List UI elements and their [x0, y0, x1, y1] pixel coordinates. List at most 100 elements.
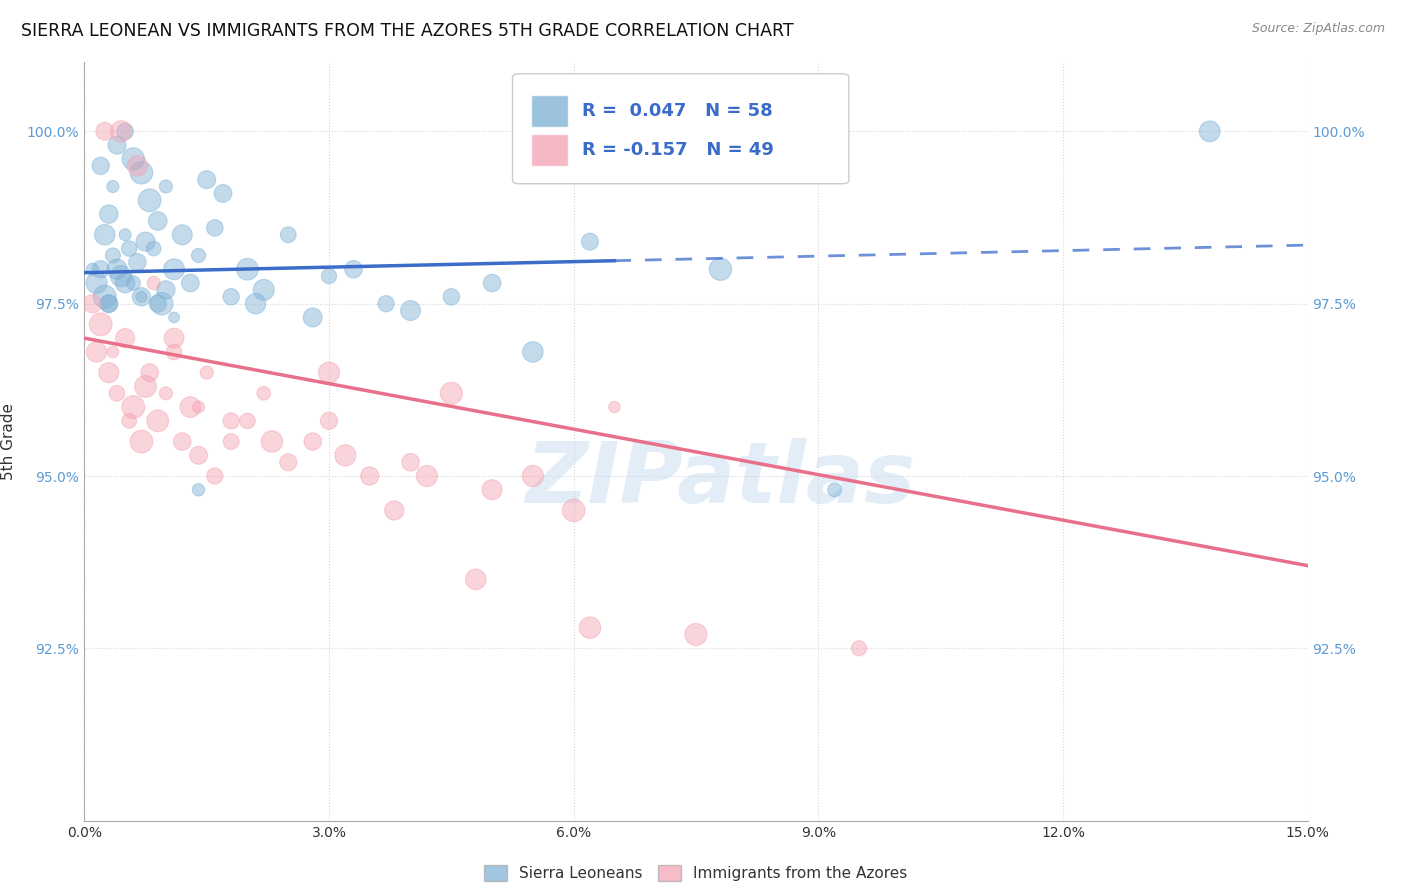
Point	[440, 386, 463, 401]
FancyBboxPatch shape	[513, 74, 849, 184]
Point	[142, 242, 165, 256]
Point	[342, 262, 364, 277]
Text: R = -0.157   N = 49: R = -0.157 N = 49	[582, 142, 775, 160]
Point	[155, 386, 177, 401]
Point	[114, 276, 136, 290]
Point	[318, 269, 340, 284]
Point	[359, 469, 381, 483]
Point	[709, 262, 731, 277]
Point	[105, 262, 128, 277]
Point	[416, 469, 439, 483]
Point	[86, 276, 108, 290]
Point	[127, 255, 149, 269]
Point	[146, 296, 169, 310]
Bar	[531, 135, 568, 166]
Point	[114, 124, 136, 138]
Point	[163, 345, 186, 359]
Point	[603, 400, 626, 414]
Point	[440, 290, 463, 304]
Point	[135, 235, 157, 249]
Point	[82, 262, 104, 277]
Point	[97, 296, 120, 310]
Point	[579, 621, 602, 635]
Point	[122, 152, 145, 166]
Point	[110, 124, 132, 138]
Point	[318, 366, 340, 380]
Point	[163, 310, 186, 325]
Point	[101, 248, 124, 262]
Point	[101, 345, 124, 359]
Point	[179, 400, 201, 414]
Point	[848, 641, 870, 656]
Text: R =  0.047   N = 58: R = 0.047 N = 58	[582, 102, 773, 120]
Point	[172, 227, 194, 242]
Point	[212, 186, 235, 201]
Point	[135, 379, 157, 393]
Point	[253, 386, 276, 401]
Point	[138, 366, 160, 380]
Point	[101, 179, 124, 194]
Point	[131, 290, 153, 304]
Point	[163, 331, 186, 345]
Point	[522, 469, 544, 483]
Point	[187, 483, 209, 497]
Point	[236, 414, 259, 428]
Point	[219, 434, 242, 449]
Legend: Sierra Leoneans, Immigrants from the Azores: Sierra Leoneans, Immigrants from the Azo…	[477, 857, 915, 888]
Point	[335, 448, 357, 462]
Point	[93, 290, 115, 304]
Point	[93, 124, 115, 138]
Point	[824, 483, 846, 497]
Point	[464, 573, 486, 587]
Point	[90, 318, 112, 332]
Y-axis label: 5th Grade: 5th Grade	[1, 403, 15, 480]
Point	[204, 469, 226, 483]
Point	[1198, 124, 1220, 138]
Point	[318, 414, 340, 428]
Point	[382, 503, 405, 517]
Point	[97, 207, 120, 221]
Point	[131, 290, 153, 304]
Point	[481, 276, 503, 290]
Point	[150, 296, 173, 310]
Point	[146, 414, 169, 428]
Point	[187, 248, 209, 262]
Point	[131, 166, 153, 180]
Point	[172, 434, 194, 449]
Point	[219, 290, 242, 304]
Point	[97, 366, 120, 380]
Point	[82, 296, 104, 310]
Point	[138, 194, 160, 208]
Point	[163, 262, 186, 277]
Point	[90, 159, 112, 173]
Point	[579, 235, 602, 249]
Point	[86, 345, 108, 359]
Point	[277, 455, 299, 469]
Point	[245, 296, 267, 310]
Point	[127, 159, 149, 173]
Bar	[531, 95, 568, 127]
Point	[155, 179, 177, 194]
Point	[277, 227, 299, 242]
Point	[114, 227, 136, 242]
Point	[399, 455, 422, 469]
Point	[93, 227, 115, 242]
Point	[481, 483, 503, 497]
Point	[260, 434, 283, 449]
Text: SIERRA LEONEAN VS IMMIGRANTS FROM THE AZORES 5TH GRADE CORRELATION CHART: SIERRA LEONEAN VS IMMIGRANTS FROM THE AZ…	[21, 22, 794, 40]
Point	[375, 296, 398, 310]
Point	[301, 310, 323, 325]
Point	[110, 269, 132, 284]
Point	[685, 627, 707, 641]
Point	[131, 434, 153, 449]
Point	[90, 262, 112, 277]
Text: ZIPatlas: ZIPatlas	[526, 438, 915, 521]
Point	[219, 414, 242, 428]
Text: Source: ZipAtlas.com: Source: ZipAtlas.com	[1251, 22, 1385, 36]
Point	[204, 220, 226, 235]
Point	[142, 276, 165, 290]
Point	[195, 366, 218, 380]
Point	[179, 276, 201, 290]
Point	[522, 345, 544, 359]
Point	[187, 400, 209, 414]
